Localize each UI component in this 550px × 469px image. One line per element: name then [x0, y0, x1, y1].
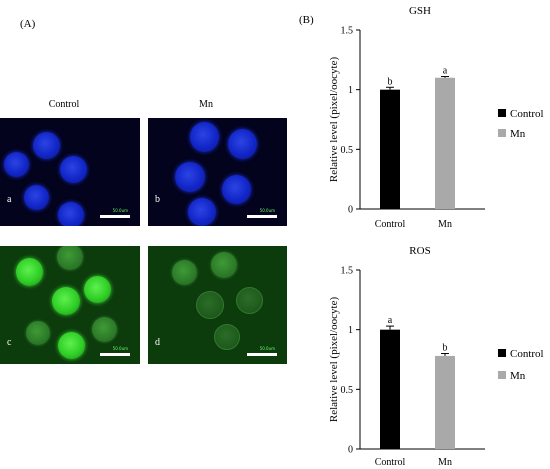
y-tick-label: 1 [348, 85, 353, 96]
x-tick-label: Control [375, 457, 406, 468]
significance-letter: a [388, 315, 393, 326]
x-tick-label: Control [375, 219, 406, 230]
y-tick-label: 1.5 [341, 26, 354, 37]
oocyte [57, 246, 83, 270]
oocyte [175, 162, 205, 192]
oocyte [16, 258, 43, 286]
y-tick-label: 0 [348, 205, 353, 216]
legend-swatch [498, 109, 506, 117]
legend-label: Control [510, 348, 544, 360]
micrograph-letter: d [155, 337, 160, 348]
scale-bar [247, 215, 277, 218]
y-axis-label: Relative level (pixel/oocyte) [328, 297, 340, 423]
panel-b-label: (B) [299, 14, 314, 26]
oocyte [214, 324, 240, 350]
legend-swatch [498, 371, 506, 379]
oocyte [60, 156, 87, 183]
oocyte [52, 287, 80, 315]
micrograph-letter: a [7, 194, 12, 205]
scale-bar-label: 50.0um [259, 208, 275, 213]
legend-swatch [498, 129, 506, 137]
oocyte [190, 122, 219, 152]
bar [435, 355, 455, 449]
panel-a-label: (A) [20, 18, 36, 30]
micrograph-d: d 50.0um [148, 246, 287, 364]
y-axis-label: Relative level (pixel/oocyte) [328, 57, 340, 183]
x-tick-label: Mn [438, 457, 452, 468]
scale-bar-label: 50.0um [259, 346, 275, 351]
oocyte [196, 291, 224, 319]
legend-label: Control [510, 108, 544, 120]
oocyte [222, 175, 251, 204]
oocyte [26, 321, 50, 345]
scale-bar-label: 50.0um [112, 208, 128, 213]
significance-letter: a [443, 66, 448, 77]
scale-bar [247, 353, 277, 356]
oocyte [4, 152, 29, 177]
scale-bar-label: 50.0um [112, 346, 128, 351]
chart-title: ROS [409, 245, 430, 257]
oocyte [33, 132, 60, 159]
micrograph-letter: b [155, 194, 160, 205]
significance-letter: b [388, 76, 393, 87]
y-tick-label: 1.5 [341, 266, 354, 277]
oocyte [58, 332, 85, 359]
column-label-control: Control [48, 99, 80, 110]
significance-letter: b [443, 343, 448, 354]
y-tick-label: 1 [348, 325, 353, 336]
x-tick-label: Mn [438, 219, 452, 230]
scale-bar [100, 215, 130, 218]
oocyte [172, 260, 197, 285]
oocyte [84, 276, 111, 303]
micrograph-a: a 50.0um [0, 118, 140, 226]
bar [435, 77, 455, 209]
micrograph-b: b 50.0um [148, 118, 287, 226]
y-tick-label: 0 [348, 445, 353, 456]
legend-label: Mn [510, 370, 526, 382]
y-tick-label: 0.5 [341, 145, 354, 156]
bar [380, 89, 400, 209]
oocyte [92, 317, 117, 342]
legend-label: Mn [510, 128, 526, 140]
oocyte [236, 287, 263, 314]
scale-bar [100, 353, 130, 356]
oocyte [24, 185, 49, 210]
bar [380, 329, 400, 449]
column-label-mn: Mn [199, 99, 213, 110]
micrograph-letter: c [7, 337, 12, 348]
oocyte [228, 129, 257, 159]
micrograph-c: c 50.0um [0, 246, 140, 364]
oocyte [58, 202, 84, 226]
oocyte [211, 252, 237, 278]
legend-swatch [498, 349, 506, 357]
oocyte [188, 198, 216, 226]
y-tick-label: 0.5 [341, 385, 354, 396]
chart-title: GSH [409, 5, 431, 17]
